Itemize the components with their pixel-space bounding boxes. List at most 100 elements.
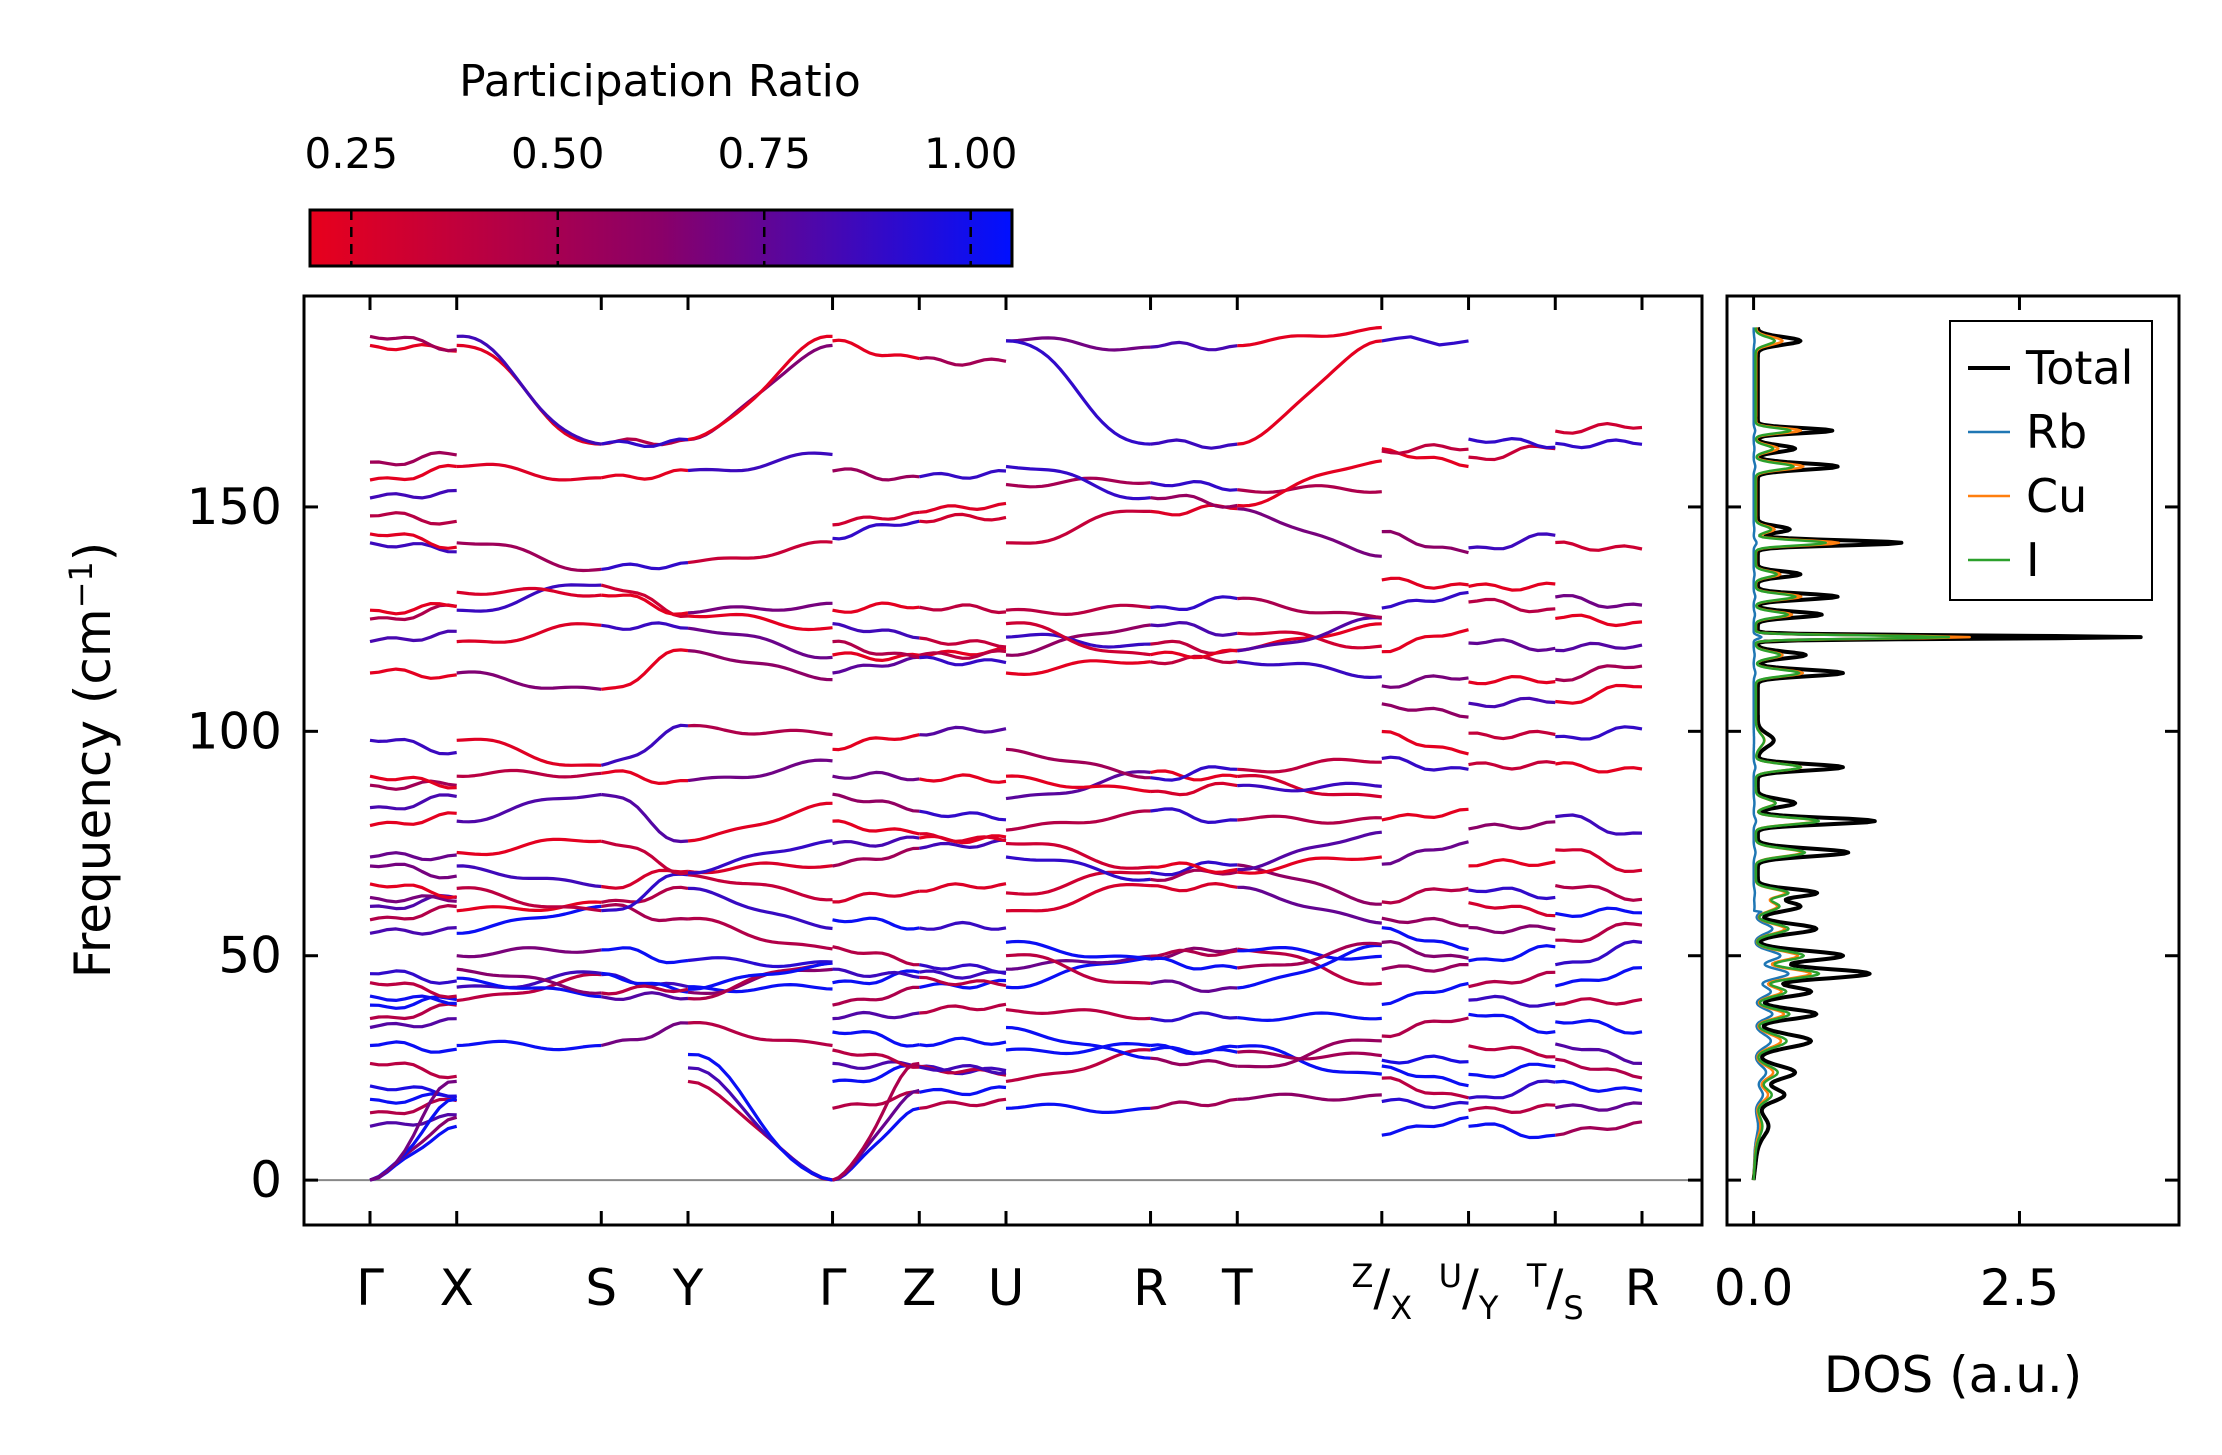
band-177 <box>1150 1056 1238 1068</box>
band-87 <box>687 626 833 660</box>
band-258 <box>1468 1062 1556 1079</box>
band-205 <box>1237 830 1382 872</box>
kpt-ts-label: T/S <box>1526 1257 1584 1327</box>
band-211 <box>1237 774 1382 799</box>
band-25 <box>369 667 457 680</box>
band-218 <box>1005 659 1151 676</box>
band-136 <box>919 838 1007 850</box>
band-281 <box>1381 886 1469 905</box>
band-296 <box>1381 702 1469 719</box>
band-119 <box>832 1030 920 1048</box>
band-182 <box>1005 956 1151 990</box>
band-159 <box>832 510 920 527</box>
colorbar-tick-label-0: 0.25 <box>305 129 399 178</box>
band-70 <box>456 837 602 857</box>
band-30 <box>369 532 457 550</box>
band-242 <box>1005 336 1151 352</box>
kpt-x-label: X <box>440 1259 474 1317</box>
band-243 <box>1150 340 1238 352</box>
band-23 <box>369 774 457 790</box>
band-188 <box>1005 953 1151 985</box>
band-261 <box>1468 1044 1556 1059</box>
colorbar-tick-label-3: 1.00 <box>924 129 1018 178</box>
band-270 <box>1468 970 1556 989</box>
band-305 <box>1381 590 1469 610</box>
band-237 <box>1150 480 1238 492</box>
band-45 <box>688 983 833 994</box>
band-5 <box>369 1061 457 1080</box>
band-66 <box>687 873 833 902</box>
band-92 <box>601 593 689 616</box>
band-233 <box>1005 509 1151 545</box>
band-154 <box>919 636 1007 649</box>
band-72 <box>687 839 833 875</box>
band-132 <box>919 920 1007 931</box>
colorbar-tick-label-1: 0.50 <box>511 129 605 178</box>
band-284 <box>1381 840 1469 866</box>
main-x-ticks: Γ X S Y Γ Z U R T Z/XU/YT/S R <box>356 296 1659 1327</box>
band-238 <box>1237 484 1382 494</box>
band-192 <box>1150 956 1238 971</box>
band-155 <box>832 601 920 614</box>
band-83 <box>601 648 689 691</box>
band-316 <box>1555 438 1643 450</box>
dos-curve-rb <box>1752 327 1790 1181</box>
band-189 <box>1150 979 1238 993</box>
band-127 <box>832 967 920 979</box>
band-1 <box>369 1113 457 1128</box>
band-150 <box>918 649 1007 660</box>
band-232 <box>1237 596 1382 620</box>
band-157 <box>832 519 920 541</box>
band-206 <box>1005 809 1151 832</box>
band-166 <box>831 1061 920 1182</box>
band-290 <box>1381 755 1469 772</box>
band-7 <box>369 1017 457 1030</box>
band-145 <box>832 733 920 752</box>
band-123 <box>832 985 920 1007</box>
band-269 <box>1381 963 1469 973</box>
dos-y-ticks <box>1727 505 2179 1182</box>
band-156 <box>918 603 1007 615</box>
band-164 <box>919 356 1007 367</box>
band-235 <box>1237 507 1382 558</box>
band-298 <box>1555 683 1643 705</box>
dos-x-axis-label: DOS (a.u.) <box>1824 1346 2083 1404</box>
band-244 <box>1237 325 1382 348</box>
dos-curve-i <box>1752 327 1951 1181</box>
band-76 <box>456 768 602 779</box>
main-y-ticks: 0 50 100 150 <box>187 478 1702 1209</box>
band-249 <box>1468 1122 1556 1140</box>
band-229 <box>1237 616 1382 653</box>
band-260 <box>1381 1054 1469 1065</box>
band-301 <box>1555 664 1643 683</box>
band-203 <box>1005 841 1151 870</box>
band-43 <box>456 972 602 1003</box>
band-303 <box>1468 638 1556 653</box>
band-112 <box>918 1085 1007 1097</box>
band-197 <box>1005 870 1151 896</box>
band-317 <box>1381 443 1469 455</box>
band-199 <box>1237 863 1382 906</box>
y-tick-label-2: 100 <box>187 702 282 760</box>
band-274 <box>1554 939 1643 967</box>
band-52 <box>456 967 602 995</box>
dos-frame <box>1725 294 2181 1227</box>
band-169 <box>1237 1092 1382 1102</box>
band-57 <box>687 956 833 969</box>
band-14 <box>369 904 457 922</box>
dos-legend: Total Rb Cu I <box>1949 320 2153 601</box>
band-16 <box>369 894 457 904</box>
band-172 <box>1237 1044 1382 1076</box>
band-207 <box>1150 807 1238 824</box>
band-36 <box>369 334 457 353</box>
band-268 <box>1555 997 1643 1007</box>
band-114 <box>919 1064 1007 1076</box>
band-73 <box>456 792 602 824</box>
legend-label-cu: Cu <box>2026 469 2087 523</box>
band-253 <box>1554 1101 1643 1112</box>
band-309 <box>1468 581 1556 592</box>
band-288 <box>1468 820 1556 831</box>
band-287 <box>1381 807 1469 822</box>
band-208 <box>1237 814 1382 825</box>
band-58 <box>456 904 602 935</box>
